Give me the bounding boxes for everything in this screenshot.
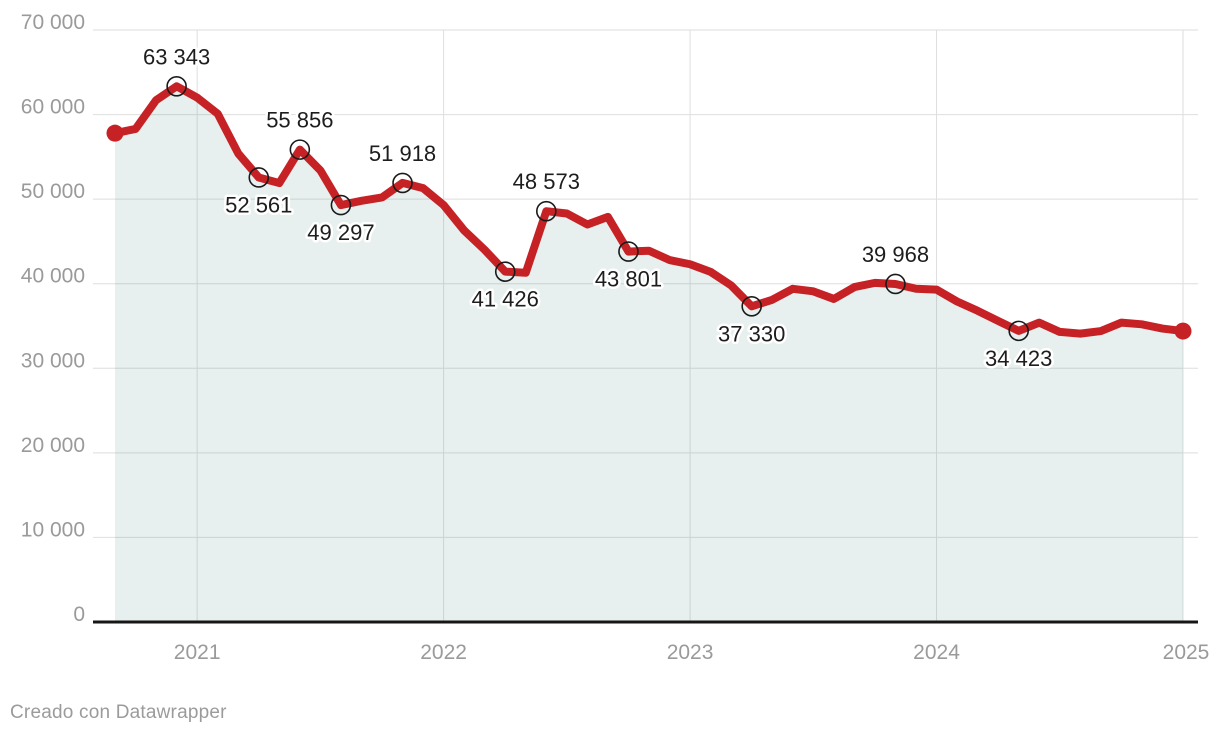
y-tick-label: 50 000 — [21, 180, 85, 203]
y-tick-label: 20 000 — [21, 434, 85, 457]
point-marker — [618, 241, 639, 262]
point-label: 41 426 — [472, 287, 539, 312]
endpoint-dot — [1174, 322, 1192, 340]
point-label: 49 297 — [307, 220, 374, 245]
data-line — [111, 82, 1187, 338]
x-tick-label: 2023 — [667, 641, 714, 664]
point-label: 52 561 — [225, 192, 292, 217]
point-marker — [885, 273, 906, 295]
x-tick-label: 2025 — [1163, 641, 1210, 664]
datawrapper-credit: Creado con Datawrapper — [10, 702, 227, 723]
point-label: 39 968 — [862, 242, 929, 267]
area-chart: 63 343 52 561 55 856 49 297 51 918 41 426 48 5… — [21, 11, 1210, 664]
point-marker — [248, 167, 270, 188]
point-marker — [289, 139, 311, 160]
point-marker — [1008, 320, 1029, 342]
point-label: 43 801 — [595, 267, 662, 292]
x-tick-label: 2022 — [420, 641, 467, 664]
point-marker — [392, 172, 413, 194]
endpoint-dot — [106, 124, 124, 142]
area-fill — [115, 86, 1183, 622]
y-tick-label: 40 000 — [21, 265, 85, 288]
point-label: 63 343 — [143, 44, 210, 69]
point-marker — [330, 194, 352, 216]
point-label: 37 330 — [718, 321, 785, 346]
point-marker — [741, 295, 762, 317]
point-label: 51 918 — [369, 141, 436, 166]
y-tick-label: 0 — [73, 603, 85, 626]
point-label: 55 856 — [266, 108, 333, 133]
point-label: 34 423 — [985, 346, 1052, 371]
y-tick-label: 30 000 — [21, 349, 85, 372]
point-marker — [494, 261, 516, 282]
y-tick-label: 70 000 — [21, 11, 85, 34]
point-label: 48 573 — [513, 169, 580, 194]
x-tick-label: 2021 — [174, 641, 221, 664]
point-marker — [536, 200, 557, 222]
point-marker — [166, 75, 187, 97]
y-tick-label: 10 000 — [21, 518, 85, 541]
y-tick-label: 60 000 — [21, 96, 85, 119]
x-tick-label: 2024 — [913, 641, 960, 664]
